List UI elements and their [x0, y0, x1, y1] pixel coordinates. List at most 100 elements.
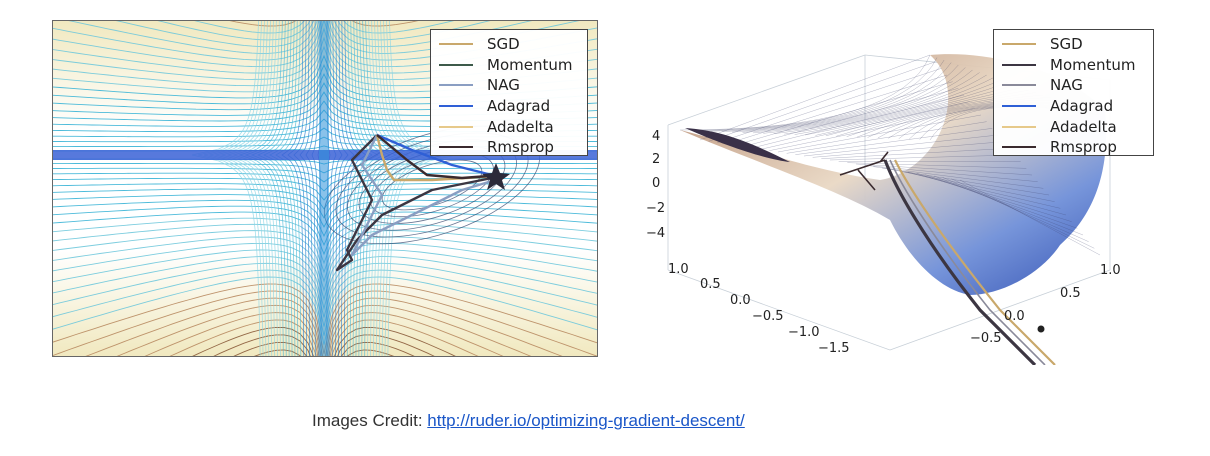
- mesh-line: [763, 74, 987, 134]
- contour-line: [257, 20, 293, 357]
- legend-label: Adagrad: [487, 97, 551, 116]
- contour-line: [343, 20, 367, 357]
- contour-line: [346, 20, 373, 357]
- contour-line: [244, 20, 287, 357]
- right-legend-item: Rmsprop: [1002, 137, 1145, 158]
- left-legend-item: NAG: [439, 75, 579, 96]
- mesh-line: [732, 67, 966, 133]
- contour-line: [299, 20, 313, 357]
- legend-swatch: [439, 84, 473, 87]
- contour-line: [250, 20, 290, 357]
- mesh-line: [700, 59, 945, 132]
- contour-line: [208, 20, 270, 357]
- contour-line: [370, 152, 494, 218]
- mesh-line: [794, 82, 1008, 135]
- y-tick-label: 0.0: [1004, 309, 1025, 324]
- right-legend-item: NAG: [1002, 75, 1145, 96]
- optimizer-path: [335, 134, 508, 272]
- mesh-line: [699, 54, 931, 141]
- credit-label: Images Credit:: [312, 411, 428, 430]
- legend-label: SGD: [487, 35, 520, 54]
- z-tick-label: 2: [652, 152, 660, 167]
- contour-line: [381, 20, 445, 357]
- legend-label: SGD: [1050, 35, 1083, 54]
- x-tick-label: 0.5: [700, 277, 721, 292]
- contour-line: [358, 20, 398, 357]
- mesh-line: [743, 88, 959, 147]
- right-legend-item: Adadelta: [1002, 116, 1145, 137]
- contour-line: [338, 20, 355, 357]
- contour-line: [203, 20, 267, 357]
- left-legend-item: SGD: [439, 34, 579, 55]
- mesh-line: [821, 148, 1010, 159]
- credit-link[interactable]: http://ruder.io/optimizing-gradient-desc…: [427, 411, 745, 430]
- mesh-line: [795, 128, 993, 155]
- contour-line: [349, 20, 379, 357]
- contour-line: [381, 159, 483, 211]
- contour-line: [329, 20, 337, 357]
- contour-line: [269, 20, 299, 357]
- axes-edge: [667, 54, 866, 126]
- contour-line: [275, 20, 302, 357]
- optimizer-path: [894, 159, 1056, 365]
- mesh-line: [742, 69, 973, 133]
- x-tick-label: −1.0: [788, 325, 820, 340]
- contour-line: [332, 20, 343, 357]
- optimizer-path: [889, 159, 1046, 365]
- optimizer-path: [883, 159, 1037, 365]
- left-legend-item: Momentum: [439, 55, 579, 76]
- x-tick-label: −0.5: [752, 309, 784, 324]
- optimizer-paths-3d: [839, 151, 1056, 365]
- legend-label: NAG: [1050, 76, 1083, 95]
- right-legend: SGD Momentum NAG Adagrad Adadelta Rmsprop: [993, 29, 1154, 156]
- surface-edge: [685, 128, 790, 162]
- optimizer-path: [350, 134, 503, 257]
- legend-swatch: [1002, 105, 1036, 108]
- y-tick-label: −0.5: [970, 331, 1002, 346]
- contour-line: [352, 20, 385, 357]
- contour-line: [281, 20, 305, 357]
- mesh-line: [725, 74, 948, 145]
- legend-label: Adadelta: [487, 117, 554, 136]
- contour-line: [263, 20, 296, 357]
- mesh-line: [717, 68, 942, 143]
- endpoint-marker: [1037, 325, 1045, 333]
- mesh-line: [752, 72, 980, 134]
- legend-swatch: [439, 105, 473, 108]
- mesh-line: [803, 134, 999, 157]
- mesh-line: [784, 79, 1001, 135]
- contour-line: [375, 20, 434, 357]
- optimizer-paths: [335, 133, 510, 272]
- contour-line: [238, 20, 284, 357]
- contour-line: [305, 20, 316, 357]
- legend-label: Rmsprop: [487, 138, 554, 157]
- legend-swatch: [1002, 125, 1036, 128]
- x-tick-label: 0.0: [730, 293, 751, 308]
- left-legend-item: Rmsprop: [439, 137, 579, 158]
- mesh-line: [933, 175, 1084, 236]
- y-tick-label: 1.0: [1100, 263, 1121, 278]
- right-legend-item: Adagrad: [1002, 96, 1145, 117]
- mesh-line: [812, 141, 1004, 158]
- legend-swatch: [439, 63, 473, 66]
- contour-line: [387, 20, 457, 357]
- contour-line: [111, 20, 537, 48]
- contour-line: [52, 290, 598, 357]
- y-tick-label: 0.5: [1060, 286, 1081, 301]
- mesh-line: [942, 177, 1089, 242]
- mesh-line: [829, 154, 1016, 161]
- z-tick-label: −2: [646, 201, 665, 216]
- minimum-star: [482, 163, 510, 190]
- contour-line: [311, 20, 319, 357]
- mesh-line: [777, 114, 982, 153]
- z-tick-label: −4: [646, 226, 665, 241]
- z-tick-label: 4: [652, 129, 660, 144]
- optimizer-start: [839, 151, 889, 191]
- x-tick-label: 1.0: [668, 262, 689, 277]
- legend-label: Momentum: [487, 55, 573, 74]
- mesh-line: [907, 171, 1067, 216]
- x-tick-label: −1.5: [818, 341, 850, 356]
- legend-label: NAG: [487, 76, 520, 95]
- contour-line: [197, 20, 264, 357]
- z-tick-label: 0: [652, 176, 660, 191]
